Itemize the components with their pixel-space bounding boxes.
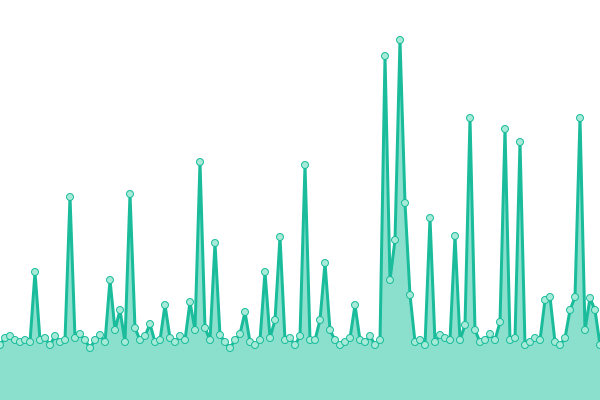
point [221,338,229,346]
point [426,214,434,222]
point [486,330,494,338]
point [366,332,374,340]
point [291,341,299,349]
point [571,293,579,301]
point [591,306,599,314]
point [236,330,244,338]
point [46,341,54,349]
point [371,341,379,349]
point [226,344,234,352]
point [451,232,459,240]
point [546,293,554,301]
point [351,301,359,309]
point [26,338,34,346]
point [76,330,84,338]
point [316,316,324,324]
point [61,336,69,344]
point [86,344,94,352]
point [471,326,479,334]
point [126,190,134,198]
point [381,52,389,60]
point [406,291,414,299]
point [516,138,524,146]
point [131,324,139,332]
point [431,338,439,346]
point [171,338,179,346]
point [491,336,499,344]
point [466,114,474,122]
point [101,338,109,346]
point [556,341,564,349]
point [191,326,199,334]
point [181,336,189,344]
point [421,341,429,349]
point [241,308,249,316]
point [566,306,574,314]
point [346,334,354,342]
point [331,336,339,344]
point [586,294,594,302]
point [116,306,124,314]
point [231,336,239,344]
point [271,316,279,324]
point [106,276,114,284]
point [161,301,169,309]
point [496,318,504,326]
point [311,336,319,344]
point [386,276,394,284]
point [186,298,194,306]
point [206,336,214,344]
point [576,114,584,122]
area-fill [0,40,600,400]
point [461,321,469,329]
point [261,268,269,276]
point [361,338,369,346]
point [251,341,259,349]
point [301,161,309,169]
point [481,336,489,344]
point [501,125,509,133]
point [111,326,119,334]
point [216,331,224,339]
point [456,336,464,344]
point [391,236,399,244]
point [536,336,544,344]
point [51,332,59,340]
point [146,320,154,328]
line [0,38,600,350]
point [561,334,569,342]
point [416,336,424,344]
point [196,158,204,166]
point [296,332,304,340]
point [31,268,39,276]
point [401,199,409,207]
point [396,36,404,44]
point [81,336,89,344]
point [511,334,519,342]
point [96,331,104,339]
point [156,336,164,344]
point [276,233,284,241]
point [121,338,129,346]
point [201,324,209,332]
point [321,259,329,267]
point [256,336,264,344]
point [596,341,600,349]
point [211,239,219,247]
point [0,341,4,349]
point [141,332,149,340]
point [266,334,274,342]
point [446,336,454,344]
point [376,336,384,344]
point [66,193,74,201]
point [286,334,294,342]
point [326,326,334,334]
point [41,334,49,342]
point [581,326,589,334]
point [91,336,99,344]
